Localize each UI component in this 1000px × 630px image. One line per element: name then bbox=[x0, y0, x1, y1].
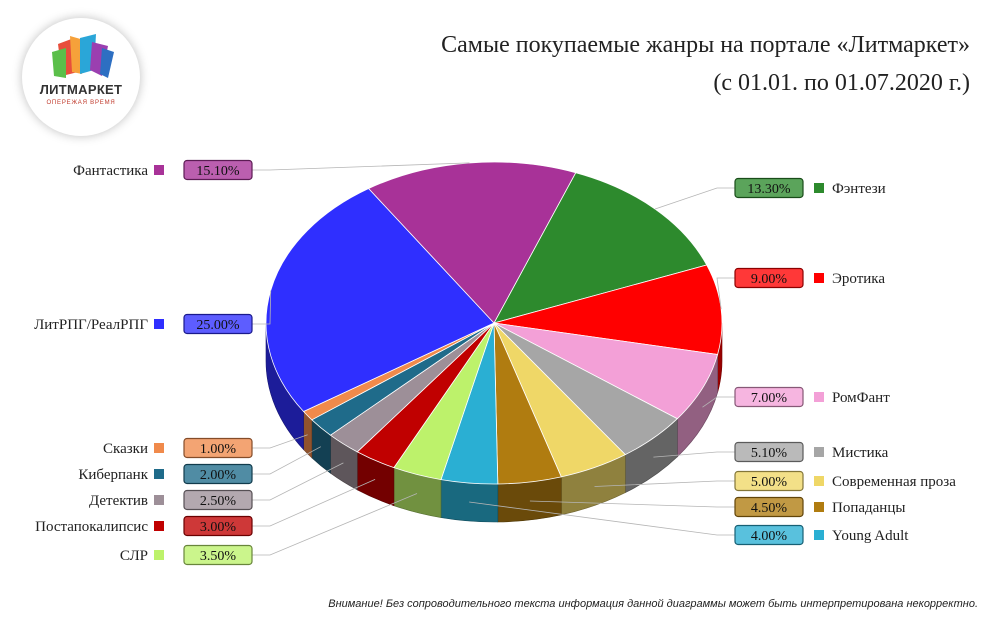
leader-line bbox=[252, 162, 470, 171]
data-label: 3.50% bbox=[200, 549, 237, 564]
leader-line bbox=[252, 434, 308, 449]
legend-label: Детектив bbox=[89, 493, 148, 509]
legend-label: Попаданцы bbox=[832, 500, 905, 516]
data-label-box bbox=[734, 524, 804, 546]
litmarket-logo: ЛИТМАРКЕТ ОПЕРЕЖАЯ ВРЕМЯ bbox=[22, 18, 140, 136]
leader-line bbox=[252, 493, 418, 556]
pie-side-walls bbox=[265, 322, 723, 523]
leader-line bbox=[654, 187, 735, 210]
leader-line bbox=[702, 396, 735, 408]
legend-swatch bbox=[154, 495, 164, 505]
data-label: 3.00% bbox=[200, 520, 237, 535]
data-label: 4.00% bbox=[751, 529, 788, 544]
data-label-box bbox=[734, 177, 804, 199]
legend-label: Фантастика bbox=[73, 163, 148, 179]
leader-line bbox=[594, 480, 735, 487]
data-label: 7.00% bbox=[751, 391, 788, 406]
data-label-box bbox=[183, 313, 253, 335]
legend-swatch bbox=[814, 530, 824, 540]
leader-line bbox=[529, 500, 735, 508]
legend-label: Постапокалипсис bbox=[35, 519, 148, 535]
leader-line bbox=[252, 479, 376, 527]
legend-label: РомФант bbox=[832, 390, 890, 406]
legend-label: Современная проза bbox=[832, 474, 956, 490]
legend-label: Фэнтези bbox=[832, 181, 886, 197]
pie-top-faces bbox=[265, 161, 723, 485]
legend-swatch bbox=[154, 469, 164, 479]
data-label: 5.00% bbox=[751, 475, 788, 490]
legend-swatch bbox=[154, 443, 164, 453]
footnote: Внимание! Без сопроводительного текста и… bbox=[328, 598, 978, 610]
legend-label: ЛитРПГ/РеалРПГ bbox=[34, 317, 148, 333]
legend-swatch bbox=[814, 447, 824, 457]
logo-tagline: ОПЕРЕЖАЯ ВРЕМЯ bbox=[46, 100, 116, 106]
data-label-box bbox=[734, 470, 804, 492]
data-label: 13.30% bbox=[747, 182, 791, 197]
data-label: 25.00% bbox=[196, 318, 240, 333]
legend-swatch bbox=[814, 273, 824, 283]
legend-swatch bbox=[154, 521, 164, 531]
leader-line bbox=[252, 462, 344, 501]
legend-label: Сказки bbox=[103, 441, 148, 457]
pie-side bbox=[440, 479, 499, 523]
legend-swatch bbox=[154, 319, 164, 329]
data-label-box bbox=[734, 496, 804, 518]
leader-line bbox=[252, 290, 272, 325]
data-label-box bbox=[183, 489, 253, 511]
data-label: 4.50% bbox=[751, 501, 788, 516]
legend-label: СЛР bbox=[120, 548, 148, 564]
pie-slice bbox=[493, 172, 708, 324]
data-label-box bbox=[734, 267, 804, 289]
book-icon bbox=[52, 34, 114, 78]
legend-label: Киберпанк bbox=[78, 467, 148, 483]
legend-swatch bbox=[814, 502, 824, 512]
pie-labels: 13.30% Фэнтези 9.00% Эротика 7.00% РомФант 5.1… bbox=[34, 159, 956, 566]
leader-line bbox=[716, 277, 735, 310]
data-label-box bbox=[183, 515, 253, 537]
legend-swatch bbox=[814, 392, 824, 402]
data-label: 5.10% bbox=[751, 446, 788, 461]
legend-swatch bbox=[814, 476, 824, 486]
data-label-box bbox=[183, 544, 253, 566]
data-label: 2.00% bbox=[200, 468, 237, 483]
data-label-box bbox=[183, 159, 253, 181]
data-label: 1.00% bbox=[200, 442, 237, 457]
logo-name: ЛИТМАРКЕТ bbox=[39, 82, 123, 97]
data-label-box bbox=[734, 386, 804, 408]
legend-label: Мистика bbox=[832, 445, 889, 461]
data-label-box bbox=[183, 463, 253, 485]
leader-line bbox=[653, 451, 735, 458]
legend-swatch bbox=[814, 183, 824, 193]
leader-line bbox=[469, 501, 735, 536]
leader-line bbox=[252, 446, 321, 475]
chart-title: Самые покупаемые жанры на портале «Литма… bbox=[441, 32, 970, 58]
data-label-box bbox=[183, 437, 253, 459]
legend-label: Young Adult bbox=[832, 528, 909, 544]
legend-swatch bbox=[154, 165, 164, 175]
legend-label: Эротика bbox=[832, 271, 885, 287]
data-label: 15.10% bbox=[196, 164, 240, 179]
data-label: 2.50% bbox=[200, 494, 237, 509]
chart-title-block: Самые покупаемые жанры на портале «Литма… bbox=[441, 26, 970, 102]
data-label: 9.00% bbox=[751, 272, 788, 287]
legend-swatch bbox=[154, 550, 164, 560]
data-label-box bbox=[734, 441, 804, 463]
chart-subtitle: (с 01.01. по 01.07.2020 г.) bbox=[713, 70, 970, 96]
